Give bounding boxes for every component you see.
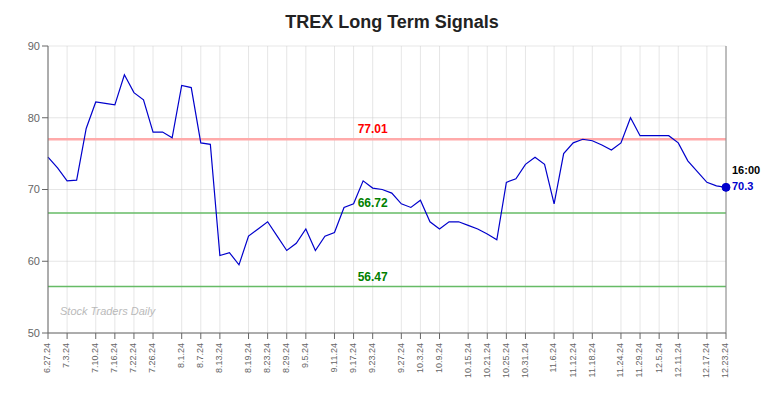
svg-text:8.13.24: 8.13.24 — [214, 343, 224, 373]
svg-text:8.7.24: 8.7.24 — [195, 343, 205, 368]
svg-text:8.29.24: 8.29.24 — [281, 343, 291, 373]
svg-text:90: 90 — [28, 40, 40, 52]
svg-text:11.12.24: 11.12.24 — [568, 343, 578, 377]
svg-text:11.24.24: 11.24.24 — [615, 343, 625, 377]
svg-text:11.29.24: 11.29.24 — [634, 343, 644, 377]
html-text:Stock Traders Daily: Stock Traders Daily — [60, 305, 156, 317]
svg-text:12.5.24: 12.5.24 — [654, 343, 664, 373]
svg-text:8.19.24: 8.19.24 — [243, 343, 253, 373]
svg-text:10.9.24: 10.9.24 — [434, 343, 444, 373]
svg-text:9.23.24: 9.23.24 — [367, 343, 377, 373]
svg-text:12.23.24: 12.23.24 — [720, 343, 730, 378]
svg-text:77.01: 77.01 — [358, 122, 388, 136]
svg-text:56.47: 56.47 — [358, 270, 388, 284]
svg-text:70.3: 70.3 — [732, 180, 753, 192]
svg-text:50: 50 — [28, 327, 40, 339]
html-text:TREX Long Term Signals: TREX Long Term Signals — [285, 12, 499, 32]
svg-text:7.16.24: 7.16.24 — [109, 343, 119, 373]
svg-text:7.10.24: 7.10.24 — [90, 343, 100, 373]
svg-text:9.17.24: 9.17.24 — [348, 343, 358, 373]
svg-text:10.31.24: 10.31.24 — [520, 343, 530, 378]
svg-text:10.21.24: 10.21.24 — [482, 343, 492, 378]
svg-text:10.15.24: 10.15.24 — [463, 343, 473, 378]
svg-text:70: 70 — [28, 183, 40, 195]
svg-text:12.17.24: 12.17.24 — [701, 343, 711, 378]
svg-text:6.27.24: 6.27.24 — [42, 343, 52, 373]
svg-text:7.3.24: 7.3.24 — [61, 343, 71, 368]
svg-text:16:00: 16:00 — [732, 164, 760, 176]
svg-text:9.27.24: 9.27.24 — [396, 343, 406, 373]
svg-text:60: 60 — [28, 255, 40, 267]
svg-text:10.3.24: 10.3.24 — [415, 343, 425, 373]
svg-text:9.5.24: 9.5.24 — [300, 343, 310, 368]
svg-text:10.25.24: 10.25.24 — [501, 343, 511, 378]
svg-text:12.11.24: 12.11.24 — [673, 343, 683, 377]
svg-text:66.72: 66.72 — [358, 196, 388, 210]
svg-text:8.1.24: 8.1.24 — [176, 343, 186, 368]
svg-text:7.22.24: 7.22.24 — [128, 343, 138, 373]
svg-text:7.26.24: 7.26.24 — [147, 343, 157, 373]
svg-text:80: 80 — [28, 112, 40, 124]
svg-text:11.6.24: 11.6.24 — [549, 343, 559, 372]
svg-text:8.23.24: 8.23.24 — [262, 343, 272, 373]
svg-text:9.11.24: 9.11.24 — [329, 343, 339, 372]
svg-text:11.18.24: 11.18.24 — [587, 343, 597, 377]
